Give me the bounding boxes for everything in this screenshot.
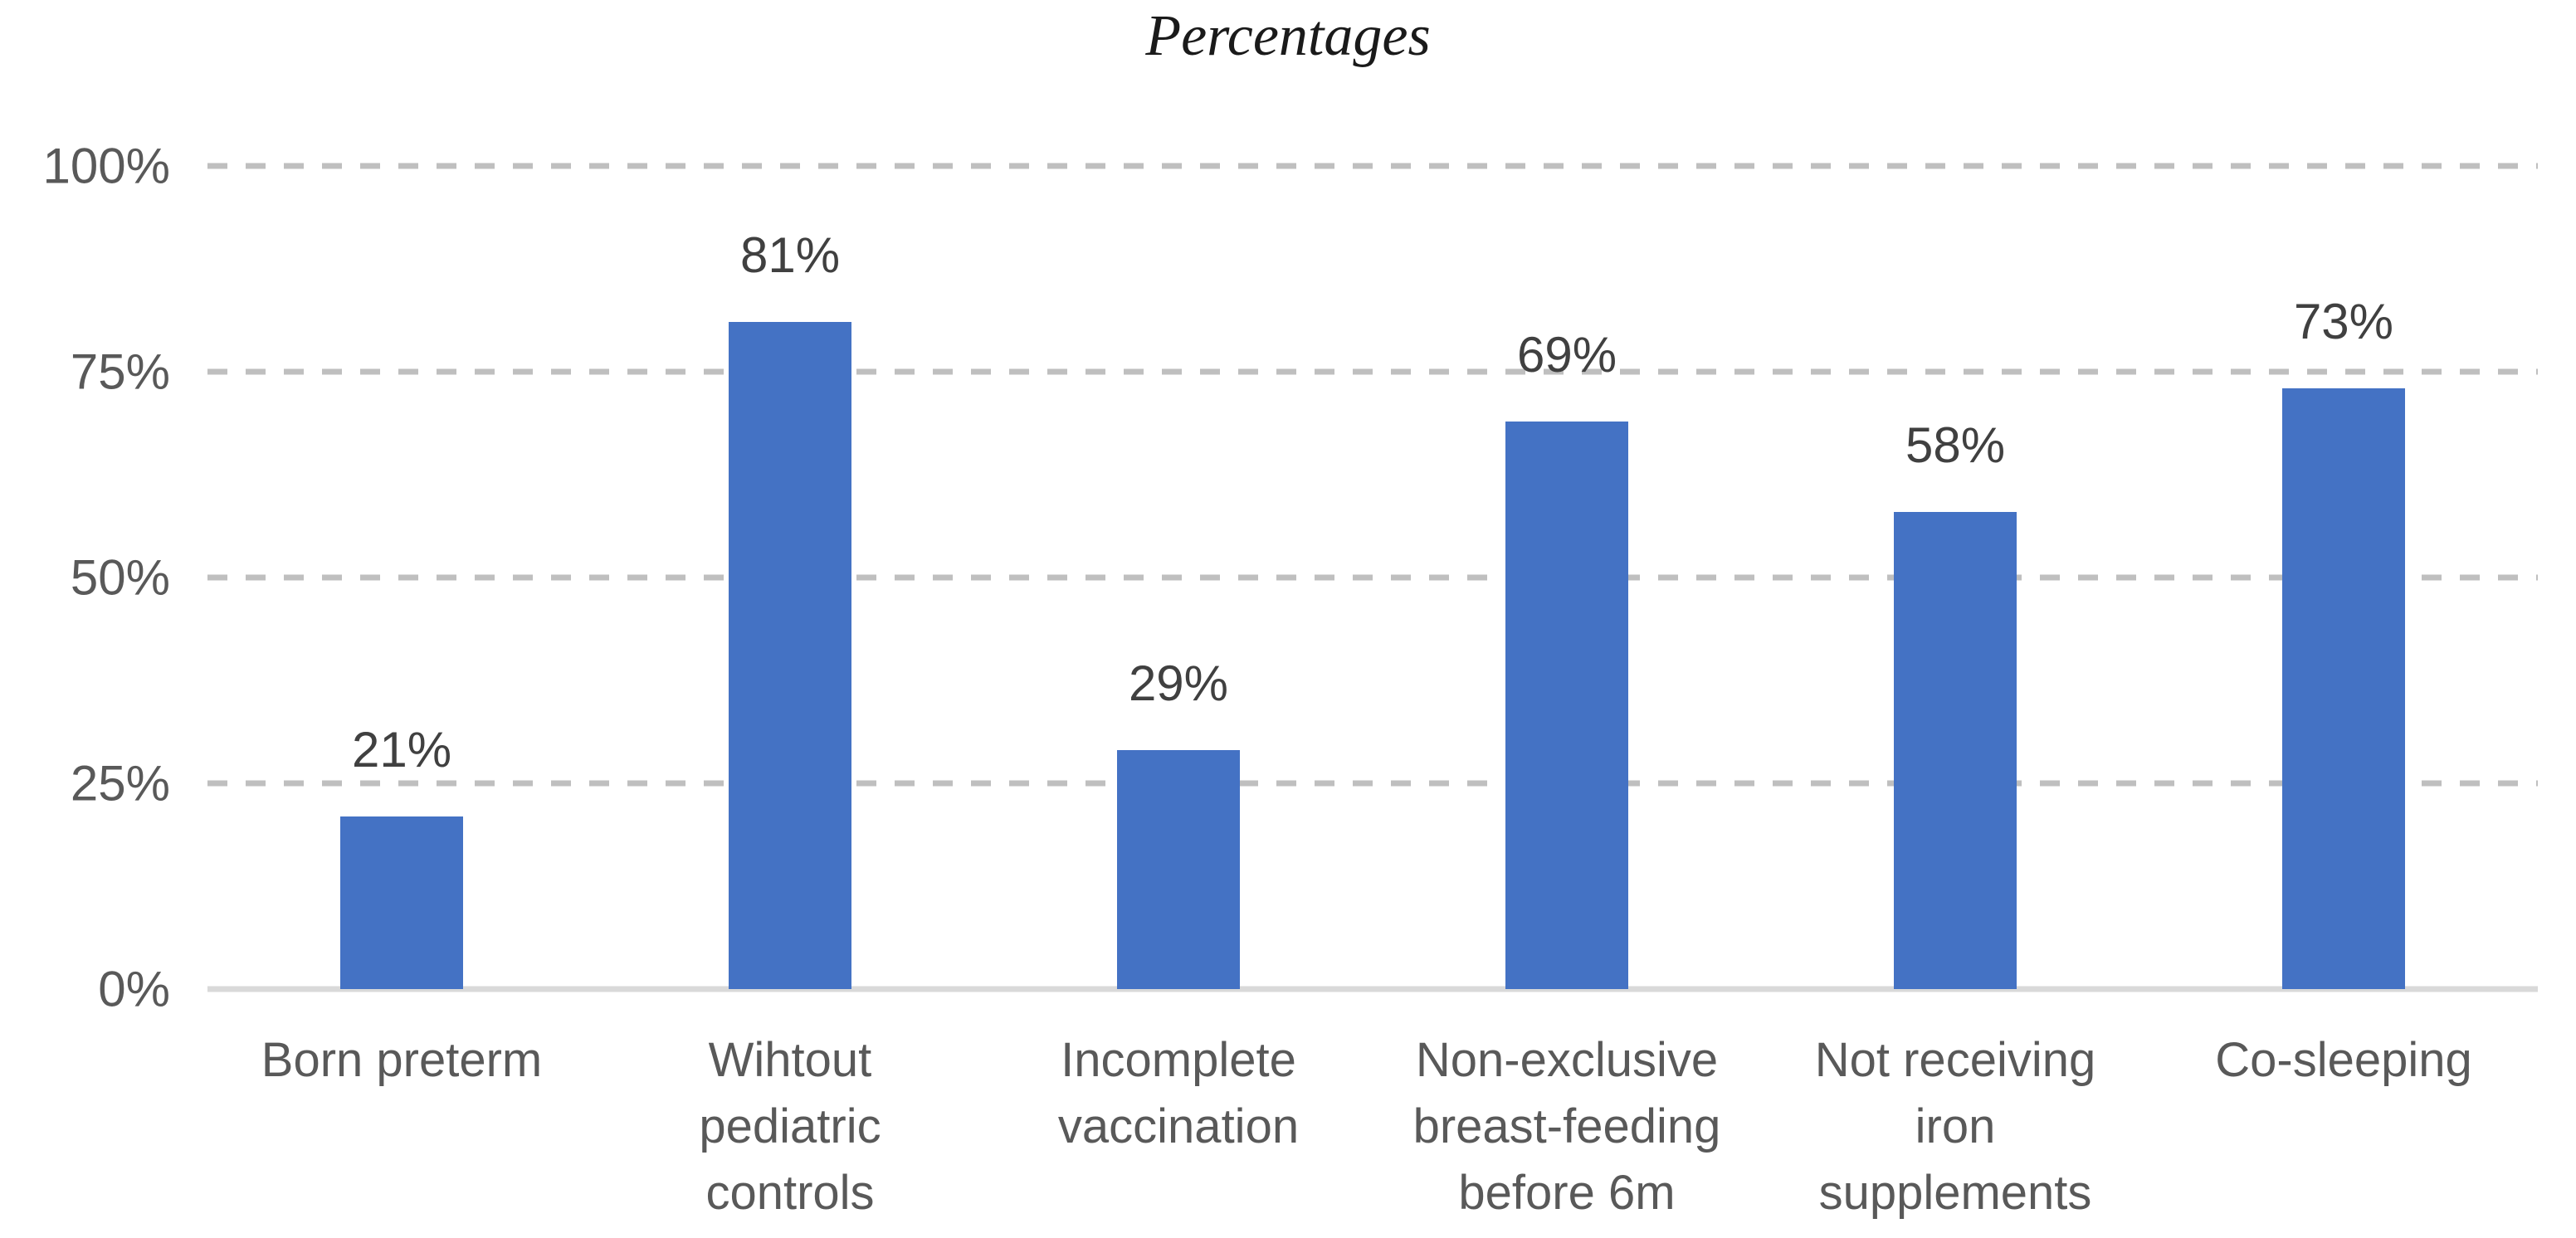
bar-group-incomplete-vaccination: 29% [984,166,1373,989]
x-tick-label: Incomplete vaccination [1057,1033,1300,1153]
gridline-25 [207,780,2538,787]
bar-group-not-receiving-iron: 58% [1761,166,2149,989]
x-axis: Born preterm Wihtout pediatric controls … [207,1027,2538,1226]
bar-value-label: 69% [1516,326,1617,383]
bar-value-label: 73% [2293,293,2394,349]
y-tick-label: 25% [70,755,170,812]
y-tick-label: 100% [42,138,170,194]
bar [2281,387,2405,989]
x-tick-label: Born preterm [261,1033,543,1087]
bar [1116,750,1240,989]
bar [1894,511,2017,989]
x-tick-label: Co-sleeping [2215,1033,2472,1087]
x-axis-line [207,986,2538,992]
y-axis: 100% 75% 50% 25% 0% [0,139,170,1017]
bar-value-label: 58% [1905,417,2006,473]
bar-group-without-pediatric-controls: 81% [596,166,984,989]
gridline-75 [207,368,2538,375]
y-tick-label: 50% [70,549,170,606]
bar [729,322,851,989]
x-tick-label: Non-exclusive breast-feeding before 6m [1412,1033,1721,1220]
y-tick-label: 0% [98,961,170,1017]
bar-group-non-exclusive-breast-feeding: 69% [1373,166,1761,989]
chart-title: Percentages [1145,4,1431,68]
bar-group-co-sleeping: 73% [2149,166,2538,989]
gridline-50 [207,574,2538,581]
y-tick-label: 75% [70,344,170,400]
bar-value-label: 81% [739,227,841,284]
x-tick-label: Wihtout pediatric controls [699,1033,881,1220]
bar-group-born-preterm: 21% [207,166,596,989]
bar [340,816,463,989]
x-tick-label: Not receiving iron supplements [1814,1033,2096,1220]
plot-area: 21% 81% 29% 69% 58% 73% [207,163,2538,992]
gridline-100 [207,163,2538,169]
bar-value-label: 29% [1128,656,1229,712]
bar-value-label: 21% [351,721,452,777]
bar [1505,421,1628,989]
